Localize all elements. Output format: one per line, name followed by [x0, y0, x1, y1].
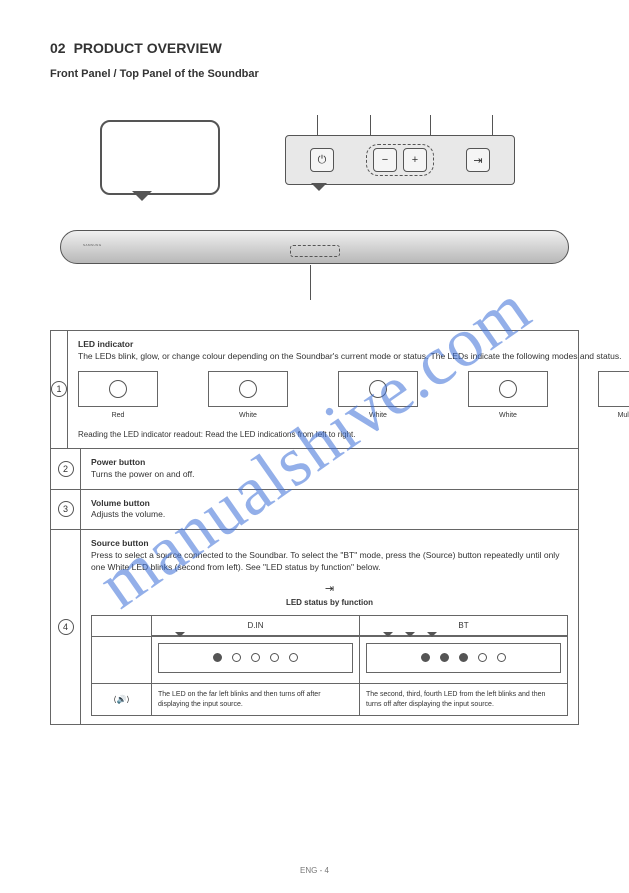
callout-buttons-panel: ⏻ − + ⇥	[285, 135, 515, 185]
page-footer: ENG - 4	[0, 866, 629, 875]
source-icon: ⇥	[466, 148, 490, 172]
row-title: Source button	[91, 538, 149, 548]
led-area-marker	[290, 245, 340, 257]
led-pattern-bt	[366, 643, 561, 673]
speaker-icon: ⟨🔊⟩	[92, 684, 152, 716]
callout-display	[100, 120, 220, 195]
led-status-subtable: D.IN BT	[91, 615, 568, 717]
row-title: Volume button	[91, 498, 150, 508]
table-row: 2 Power button Turns the power on and of…	[51, 449, 578, 490]
plus-icon: +	[403, 148, 427, 172]
section-title: PRODUCT OVERVIEW	[74, 40, 222, 56]
row-desc: The LEDs blink, glow, or change colour d…	[78, 351, 621, 361]
brand-logo: SAMSUNG	[83, 243, 102, 247]
row-number: 2	[58, 461, 74, 477]
soundbar-diagram: ⏻ − + ⇥ SAMSUNG	[60, 110, 569, 310]
row-title: Power button	[91, 457, 145, 467]
power-icon: ⏻	[310, 148, 334, 172]
soundbar-body: SAMSUNG	[60, 230, 569, 264]
feature-table: 1 LED indicator The LEDs blink, glow, or…	[50, 330, 579, 725]
table-row: 1 LED indicator The LEDs blink, glow, or…	[51, 331, 578, 449]
led-pattern-din	[158, 643, 353, 673]
led-strip	[78, 371, 629, 407]
row-number: 3	[58, 501, 74, 517]
table-row: 4 Source button Press to select a source…	[51, 530, 578, 724]
minus-icon: −	[373, 148, 397, 172]
row-number: 4	[58, 619, 74, 635]
row-desc: Adjusts the volume.	[91, 509, 165, 519]
row-number: 1	[51, 381, 67, 397]
section-number: 02	[50, 40, 66, 56]
table-row: 3 Volume button Adjusts the volume.	[51, 490, 578, 531]
subtitle: Front Panel / Top Panel of the Soundbar	[50, 68, 579, 80]
row-desc: Press to select a source connected to th…	[91, 550, 559, 572]
row-title: LED indicator	[78, 339, 133, 349]
source-icon: ⇥	[91, 582, 568, 597]
led-func-title: LED status by function	[91, 597, 568, 608]
cell-text: The LED on the far left blinks and then …	[152, 684, 360, 716]
row-desc: Turns the power on and off.	[91, 469, 194, 479]
readout-note: Reading the LED indicator readout: Read …	[78, 429, 629, 440]
cell-text: The second, third, fourth LED from the l…	[360, 684, 567, 716]
